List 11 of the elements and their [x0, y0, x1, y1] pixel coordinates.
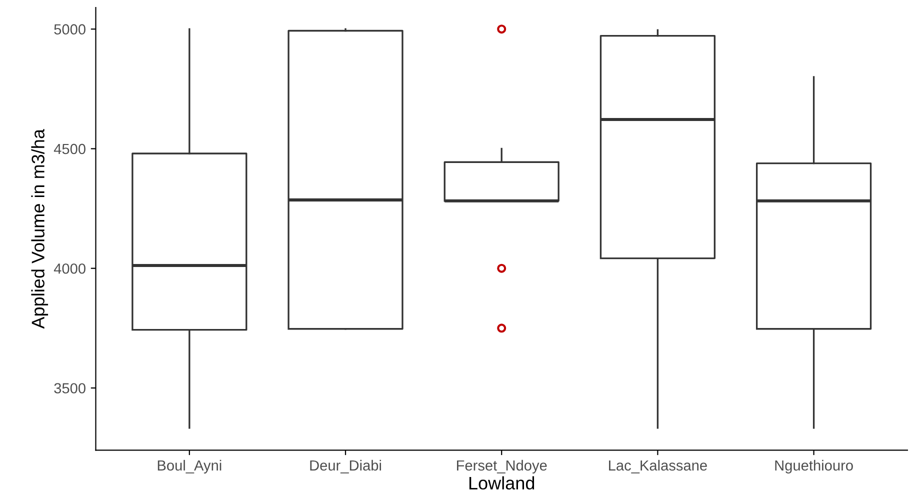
- y-tick-label: 4500: [54, 144, 86, 154]
- x-tick-label: Lac_Kalassane: [609, 460, 707, 474]
- y-tick-label: 3500: [54, 383, 86, 394]
- x-axis-title: Lowland: [469, 476, 534, 490]
- y-axis-title: Applied Volume in m3/ha: [31, 128, 48, 329]
- x-tick-label: Boul_Ayni: [158, 460, 222, 474]
- x-tick-label: Deur_Diabi: [310, 460, 382, 474]
- x-tick-label: Ferset_Ndoye: [457, 460, 547, 474]
- y-tick-label: 4000: [54, 263, 86, 274]
- x-tick-label: Nguethiouro: [775, 460, 853, 474]
- y-tick-label: 5000: [54, 24, 86, 35]
